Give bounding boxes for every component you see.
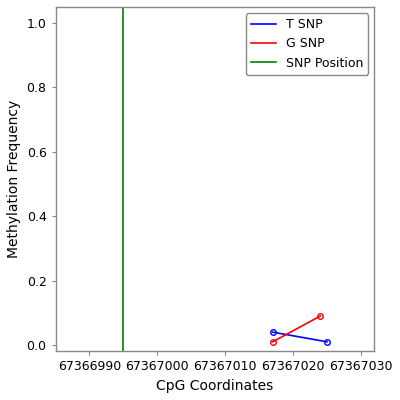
Y-axis label: Methylation Frequency: Methylation Frequency xyxy=(7,100,21,258)
X-axis label: CpG Coordinates: CpG Coordinates xyxy=(156,379,274,393)
Legend: T SNP, G SNP, SNP Position: T SNP, G SNP, SNP Position xyxy=(246,13,368,75)
